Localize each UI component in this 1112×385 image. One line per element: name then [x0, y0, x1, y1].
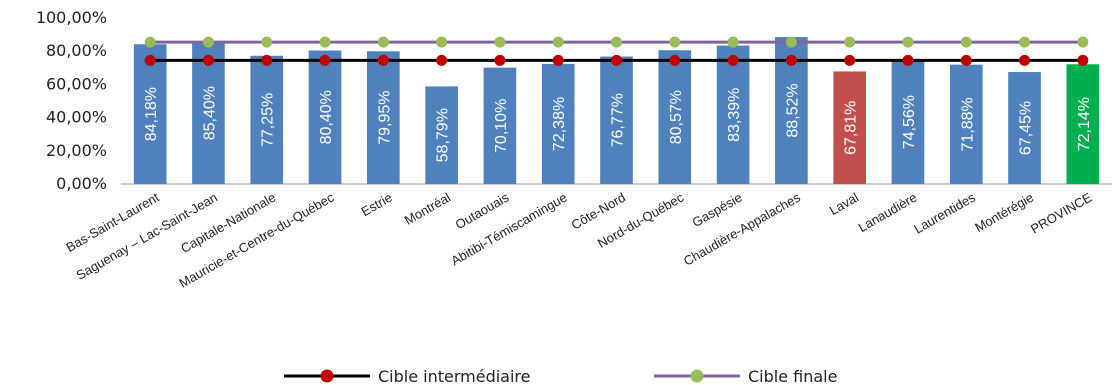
target-marker: [377, 54, 389, 66]
bar: [949, 64, 983, 184]
target-marker: [261, 54, 273, 66]
bar: [1066, 64, 1100, 184]
legend-marker-swatch: [320, 369, 334, 383]
y-tick-label: 100,00%: [36, 8, 107, 27]
data-label: 80,40%: [318, 90, 335, 144]
target-marker: [1077, 54, 1089, 66]
target-marker: [494, 54, 506, 66]
target-marker: [611, 36, 622, 48]
data-label: 58,79%: [435, 108, 452, 162]
legend-label: Cible intermédiaire: [378, 367, 531, 385]
target-marker: [144, 54, 156, 66]
bar: [1008, 72, 1041, 184]
target-marker: [902, 54, 914, 66]
data-label: 74,56%: [901, 95, 918, 149]
target-marker: [844, 54, 856, 66]
target-marker: [552, 36, 564, 48]
target-marker: [1019, 36, 1031, 48]
legend: Cible intermédiaire Cible finale: [284, 367, 837, 385]
target-marker: [202, 36, 214, 48]
data-label: 72,38%: [551, 97, 568, 151]
bar: [425, 86, 458, 184]
legend-item: Cible intermédiaire: [284, 367, 531, 385]
x-tick-label: Lanaudière: [856, 190, 920, 236]
bar: [541, 63, 575, 185]
x-tick-label: Montréal: [402, 190, 453, 228]
bar: [250, 55, 284, 184]
data-label: 88,52%: [784, 83, 801, 137]
x-tick-label: Bas-Saint-Laurent: [63, 189, 162, 255]
target-marker: [202, 54, 214, 66]
legend-marker-swatch: [690, 369, 704, 383]
y-tick-label: 80,00%: [46, 41, 107, 60]
target-marker: [552, 54, 564, 66]
data-label: 71,88%: [959, 97, 976, 151]
y-tick-label: 0,00%: [56, 174, 107, 193]
target-marker: [261, 36, 273, 48]
bar: [833, 71, 866, 184]
bar: [891, 60, 925, 184]
bar: [367, 51, 400, 184]
data-label: 67,81%: [843, 101, 860, 155]
x-tick-label: Laurentides: [911, 189, 978, 236]
x-tick-label: Estrie: [359, 190, 395, 220]
x-tick-label: Capitale-Nationale: [178, 190, 278, 256]
axis-layer: 0,00% 20,00% 40,00% 60,00% 80,00% 100,00%: [36, 8, 1112, 193]
target-marker: [319, 54, 331, 66]
legend-label: Cible finale: [748, 367, 837, 385]
target-marker: [669, 36, 681, 48]
x-tick-label: PROVINCE: [1028, 189, 1095, 236]
data-label: 72,14%: [1076, 97, 1093, 151]
target-marker: [611, 54, 622, 66]
bar: [600, 56, 633, 184]
y-tick-label: 60,00%: [46, 74, 107, 93]
y-tick-label: 40,00%: [46, 108, 107, 127]
data-label: 83,39%: [726, 88, 743, 142]
target-marker: [494, 36, 506, 48]
legend-item: Cible finale: [654, 367, 837, 385]
target-marker: [960, 54, 972, 66]
data-label: 80,57%: [668, 90, 685, 144]
data-label: 79,95%: [376, 91, 393, 145]
target-marker: [669, 54, 681, 66]
target-marker: [436, 36, 448, 48]
target-marker: [1019, 54, 1031, 66]
bar-layer: [133, 37, 1100, 185]
y-tick-label: 20,00%: [46, 141, 107, 160]
data-label: 70,10%: [493, 99, 510, 153]
data-label: 85,40%: [201, 86, 218, 140]
target-marker: [960, 36, 972, 48]
data-label: 84,18%: [143, 87, 160, 141]
target-marker: [785, 54, 797, 66]
bar: [716, 45, 750, 184]
target-marker: [1077, 36, 1089, 48]
target-marker: [844, 36, 856, 48]
bar: [483, 67, 517, 184]
target-marker: [144, 36, 156, 48]
target-marker: [727, 54, 739, 66]
data-label: 77,25%: [260, 93, 277, 147]
data-label: 67,45%: [1018, 101, 1035, 155]
target-marker: [902, 36, 914, 48]
bar: [658, 50, 692, 184]
label-layer: 84,18% 85,40% 77,25% 80,40% 79,95% 58,79% 70,1…: [63, 83, 1094, 290]
bar: [192, 42, 225, 185]
x-tick-label: Laval: [827, 190, 862, 219]
x-tick-label: Montérégie: [972, 190, 1036, 236]
target-marker: [785, 36, 797, 48]
target-marker: [377, 36, 389, 48]
target-marker: [436, 54, 448, 66]
bar: [308, 50, 342, 185]
target-marker: [727, 36, 739, 48]
target-lines-layer: [144, 36, 1089, 66]
data-label: 76,77%: [610, 93, 627, 147]
bar: [133, 44, 167, 184]
target-marker: [319, 36, 331, 48]
